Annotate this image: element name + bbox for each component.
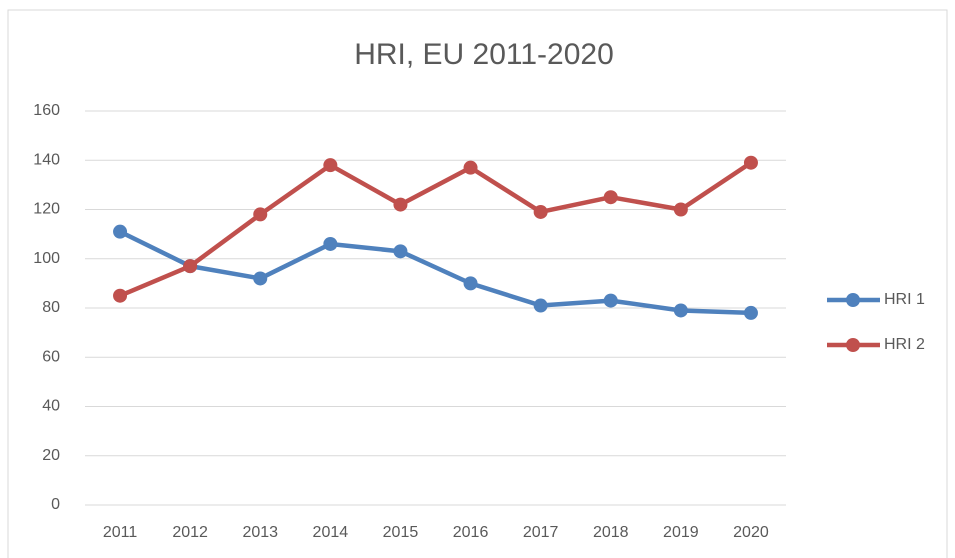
data-point	[533, 298, 548, 313]
y-tick-label: 140	[33, 151, 60, 168]
x-tick-label: 2012	[172, 524, 208, 541]
x-tick-label: 2016	[453, 524, 489, 541]
data-point	[183, 259, 198, 274]
data-point	[113, 288, 128, 303]
data-point	[603, 293, 618, 308]
data-point	[463, 160, 478, 175]
data-point	[673, 202, 688, 217]
y-tick-label: 0	[51, 496, 60, 513]
y-tick-label: 20	[42, 447, 60, 464]
legend-label: HRI 2	[884, 336, 925, 353]
y-tick-label: 60	[42, 348, 60, 365]
x-tick-label: 2018	[593, 524, 629, 541]
data-point	[743, 155, 758, 170]
x-tick-label: 2013	[242, 524, 278, 541]
legend-label: HRI 1	[884, 291, 925, 308]
data-point	[603, 190, 618, 205]
data-point	[253, 207, 268, 222]
data-point	[463, 276, 478, 291]
y-tick-label: 160	[33, 102, 60, 119]
x-tick-label: 2015	[383, 524, 419, 541]
data-point	[393, 244, 408, 259]
x-tick-label: 2014	[313, 524, 349, 541]
x-tick-label: 2017	[523, 524, 559, 541]
legend-marker	[846, 293, 860, 307]
data-point	[253, 271, 268, 286]
data-point	[743, 305, 758, 320]
y-tick-label: 100	[33, 250, 60, 267]
series-line	[117, 160, 754, 298]
y-tick-label: 80	[42, 299, 60, 316]
y-tick-label: 120	[33, 201, 60, 218]
data-point	[323, 236, 338, 251]
series-line	[117, 229, 754, 316]
data-point	[393, 197, 408, 212]
chart-title: HRI, EU 2011-2020	[354, 38, 614, 71]
legend-marker	[846, 338, 860, 352]
data-point	[533, 204, 548, 219]
x-tick-label: 2020	[733, 524, 769, 541]
data-point	[673, 303, 688, 318]
data-point	[323, 158, 338, 173]
data-point	[113, 224, 128, 239]
x-tick-label: 2011	[103, 524, 138, 541]
x-tick-label: 2019	[663, 524, 699, 541]
y-tick-label: 40	[42, 398, 60, 415]
